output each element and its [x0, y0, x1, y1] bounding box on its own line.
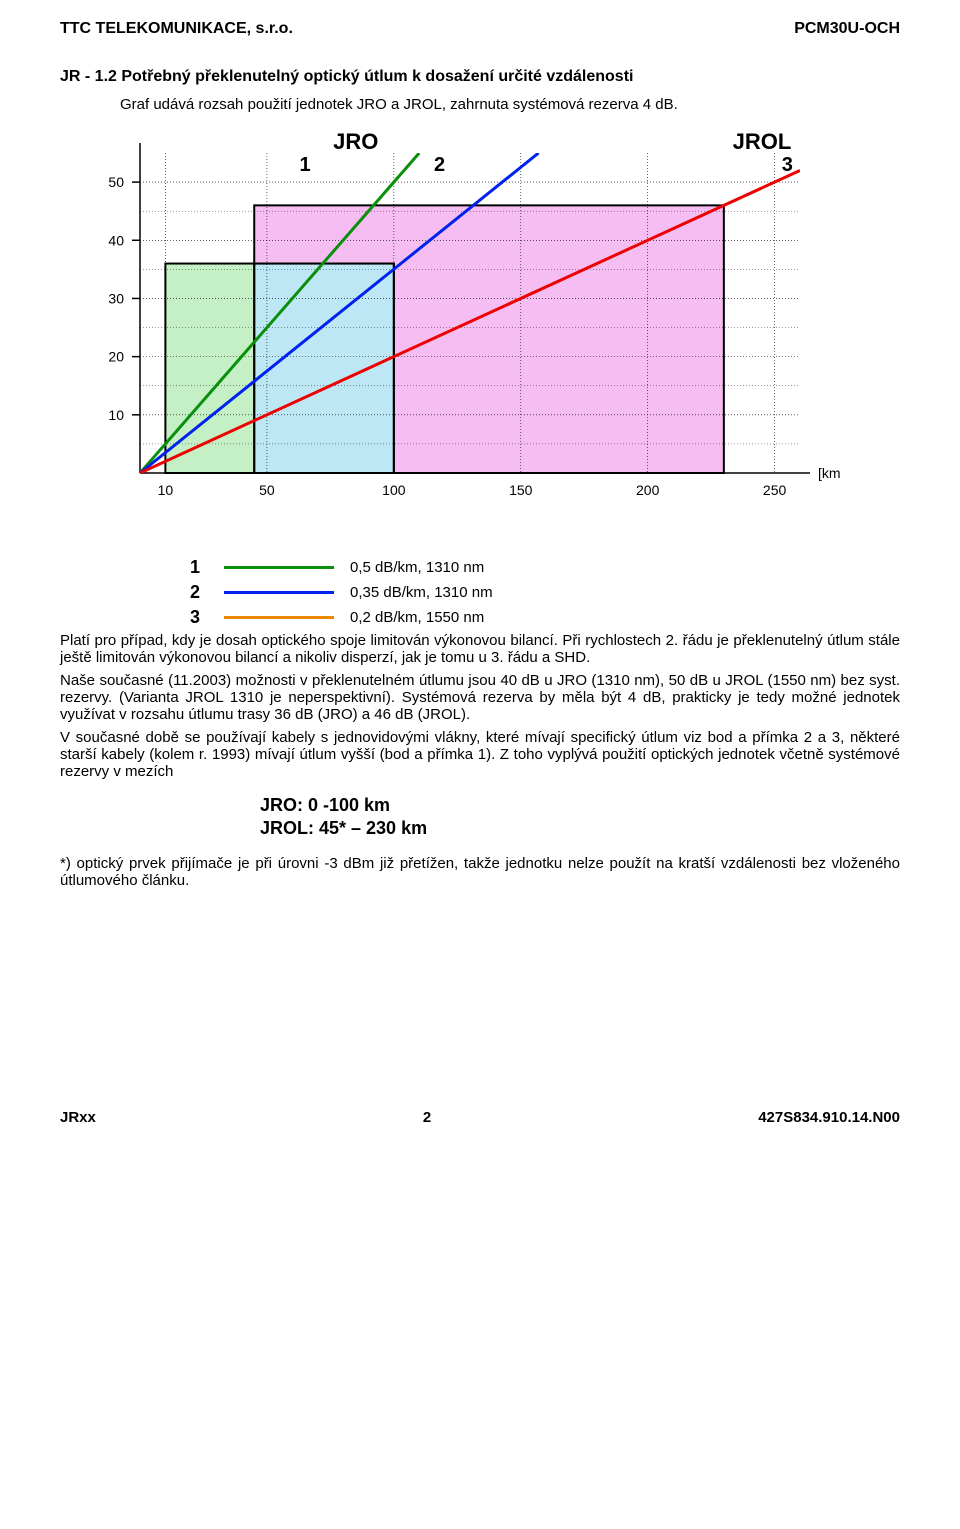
legend-label: 0,5 dB/km, 1310 nm — [350, 559, 484, 576]
footer-center: 2 — [423, 1109, 431, 1126]
range-jrol: JROL: 45* – 230 km — [260, 817, 900, 840]
svg-text:2: 2 — [434, 154, 445, 176]
legend-number: 2 — [190, 582, 208, 603]
chart: 10 20 30 40 50 10 50 100 150 200 250 [km] JRO JROL 1 2 3 — [60, 133, 900, 537]
svg-text:200: 200 — [636, 482, 660, 498]
section-title: JR - 1.2 Potřebný překlenutelný optický … — [60, 68, 900, 86]
para-3: V současné době se používají kabely s je… — [60, 729, 900, 780]
svg-text:1: 1 — [299, 154, 310, 176]
svg-text:10: 10 — [108, 407, 124, 423]
svg-text:JROL: JROL — [733, 133, 792, 154]
page-header: TTC TELEKOMUNIKACE, s.r.o. PCM30U-OCH — [60, 20, 900, 38]
footer-left: JRxx — [60, 1109, 96, 1126]
svg-text:3: 3 — [782, 154, 793, 176]
svg-text:JRO: JRO — [333, 133, 378, 154]
legend-label: 0,2 dB/km, 1550 nm — [350, 609, 484, 626]
ranges: JRO: 0 -100 km JROL: 45* – 230 km — [260, 794, 900, 841]
footnote: *) optický prvek přijímače je při úrovni… — [60, 855, 900, 889]
para-4: *) optický prvek přijímače je při úrovni… — [60, 855, 900, 889]
svg-text:[km]: [km] — [818, 465, 840, 481]
svg-text:10: 10 — [158, 482, 174, 498]
svg-text:30: 30 — [108, 290, 124, 306]
svg-text:50: 50 — [108, 174, 124, 190]
para-1: Platí pro případ, kdy je dosah optického… — [60, 632, 900, 666]
legend-swatch — [224, 616, 334, 619]
svg-text:40: 40 — [108, 232, 124, 248]
legend-row: 1 0,5 dB/km, 1310 nm — [190, 557, 900, 578]
header-right: PCM30U-OCH — [794, 20, 900, 38]
legend-label: 0,35 dB/km, 1310 nm — [350, 584, 493, 601]
legend-row: 2 0,35 dB/km, 1310 nm — [190, 582, 900, 603]
svg-text:50: 50 — [259, 482, 275, 498]
para-2: Naše současné (11.2003) možnosti v překl… — [60, 672, 900, 723]
svg-text:20: 20 — [108, 349, 124, 365]
intro-text: Graf udává rozsah použití jednotek JRO a… — [120, 96, 900, 113]
body-text: Platí pro případ, kdy je dosah optického… — [60, 632, 900, 780]
range-jro: JRO: 0 -100 km — [260, 794, 900, 817]
svg-text:150: 150 — [509, 482, 533, 498]
legend-number: 3 — [190, 607, 208, 628]
legend-row: 3 0,2 dB/km, 1550 nm — [190, 607, 900, 628]
legend-number: 1 — [190, 557, 208, 578]
page-footer: JRxx 2 427S834.910.14.N00 — [60, 1109, 900, 1126]
legend-swatch — [224, 566, 334, 569]
svg-text:250: 250 — [763, 482, 787, 498]
header-left: TTC TELEKOMUNIKACE, s.r.o. — [60, 20, 293, 38]
svg-text:100: 100 — [382, 482, 406, 498]
footer-right: 427S834.910.14.N00 — [758, 1109, 900, 1126]
legend-swatch — [224, 591, 334, 594]
legend: 1 0,5 dB/km, 1310 nm 2 0,35 dB/km, 1310 nm 3… — [190, 557, 900, 628]
